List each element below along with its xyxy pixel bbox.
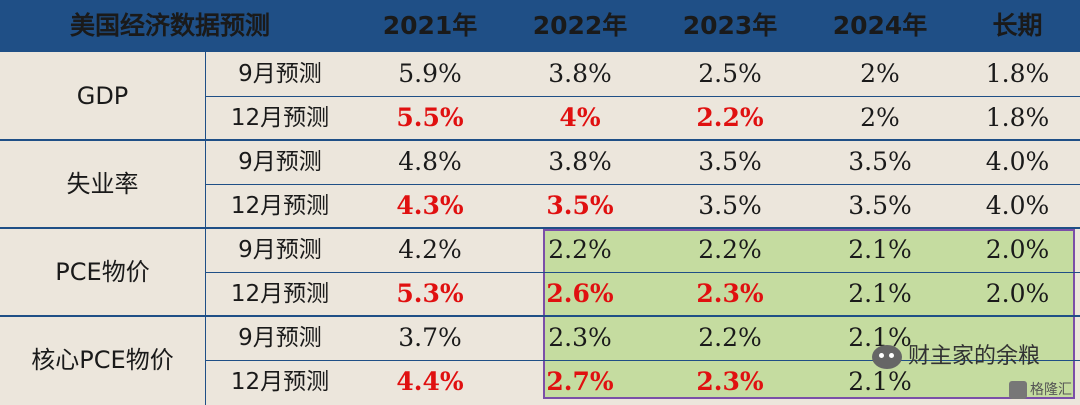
row-label: 12月预测: [230, 281, 330, 307]
highlight-box: [543, 229, 1075, 399]
group-divider: [0, 315, 1080, 317]
table-cell: 2%: [860, 59, 900, 88]
table-cell: 3.8%: [548, 59, 612, 88]
col-2021: 2021年: [382, 11, 478, 40]
table-row: 9月预测 4.2% 2.2% 2.2% 2.1% 2.0%: [0, 228, 1080, 272]
table-cell: 2.3%: [696, 367, 764, 396]
table-cell: 2.1%: [848, 235, 912, 264]
col-2024: 2024年: [832, 11, 928, 40]
group-label-unemployment: 失业率: [66, 170, 139, 198]
row-label: 12月预测: [230, 105, 330, 131]
table-cell: 3.5%: [546, 191, 614, 220]
wechat-icon: [871, 345, 902, 369]
table-title: 美国经济数据预测: [69, 11, 270, 40]
table-cell: 4.3%: [396, 191, 464, 220]
table-cell: 2.7%: [546, 367, 614, 396]
table-cell: 4.8%: [398, 147, 462, 176]
table-cell: 2.1%: [848, 367, 912, 396]
table-cell: 2.6%: [546, 279, 614, 308]
table-header: 美国经济数据预测 2021年 2022年 2023年 2024年 长期: [0, 0, 1080, 52]
row-divider: [205, 184, 1080, 185]
table-cell: 3.5%: [698, 191, 762, 220]
watermark: 财主家的余粮: [871, 337, 1040, 377]
row-label: 12月预测: [230, 193, 330, 219]
table-row: 12月预测 5.5% 4% 2.2% 2% 1.8%: [0, 96, 1080, 140]
row-divider: [205, 96, 1080, 97]
table-cell: 2.2%: [698, 235, 762, 264]
row-label: 9月预测: [238, 237, 322, 263]
row-label: 9月预测: [238, 61, 322, 87]
table-cell: 2.2%: [548, 235, 612, 264]
table-cell: 4%: [559, 103, 601, 132]
row-divider: [205, 360, 1080, 361]
table-cell: 2.5%: [698, 59, 762, 88]
watermark-text: 财主家的余粮: [907, 344, 1040, 369]
table-cell: 4.0%: [985, 147, 1050, 176]
table-row: 12月预测 5.3% 2.6% 2.3% 2.1% 2.0%: [0, 272, 1080, 316]
table-row: 9月预测 4.8% 3.8% 3.5% 3.5% 4.0%: [0, 140, 1080, 184]
table-cell: 2.3%: [696, 279, 764, 308]
col-2023: 2023年: [682, 11, 778, 40]
group-divider: [0, 139, 1080, 141]
table-cell: 5.9%: [398, 59, 462, 88]
group-label-core-pce: 核心PCE物价: [31, 346, 174, 374]
table-cell: 2%: [860, 103, 900, 132]
logo-icon: [1009, 381, 1027, 399]
table-cell: 2.3%: [548, 323, 612, 352]
table-cell: 2.2%: [698, 323, 762, 352]
table-row: 12月预测 4.4% 2.7% 2.3% 2.1%: [0, 360, 1080, 404]
table-cell: 2.1%: [848, 279, 912, 308]
table-cell: 4.2%: [398, 235, 462, 264]
table-row: 9月预测 5.9% 3.8% 2.5% 2% 1.8%: [0, 52, 1080, 96]
column-divider: [205, 52, 206, 405]
table-cell: 5.3%: [396, 279, 464, 308]
table-cell: 2.0%: [985, 235, 1050, 264]
group-divider: [0, 227, 1080, 229]
table-cell: 5.5%: [396, 103, 464, 132]
table-cell: 1.8%: [985, 59, 1050, 88]
table-cell: 3.5%: [848, 147, 912, 176]
col-long-term: 长期: [992, 11, 1043, 40]
logo-text: 格隆汇: [1030, 382, 1072, 398]
table-cell: 2.2%: [696, 103, 764, 132]
group-label-gdp: GDP: [76, 82, 129, 110]
table-cell: 3.7%: [398, 323, 462, 352]
row-label: 9月预测: [238, 325, 322, 351]
row-label: 12月预测: [230, 369, 330, 395]
table-row: 12月预测 4.3% 3.5% 3.5% 3.5% 4.0%: [0, 184, 1080, 228]
table-cell: 4.0%: [985, 191, 1050, 220]
table-cell: 4.4%: [396, 367, 464, 396]
table-cell: 3.5%: [848, 191, 912, 220]
row-divider: [205, 272, 1080, 273]
source-logo: 格隆汇: [1009, 379, 1072, 401]
group-label-pce: PCE物价: [55, 258, 150, 286]
table-cell: 3.5%: [698, 147, 762, 176]
table-cell: 3.8%: [548, 147, 612, 176]
table-cell: 2.0%: [985, 279, 1050, 308]
row-label: 9月预测: [238, 149, 322, 175]
col-2022: 2022年: [532, 11, 628, 40]
table-cell: 1.8%: [985, 103, 1050, 132]
